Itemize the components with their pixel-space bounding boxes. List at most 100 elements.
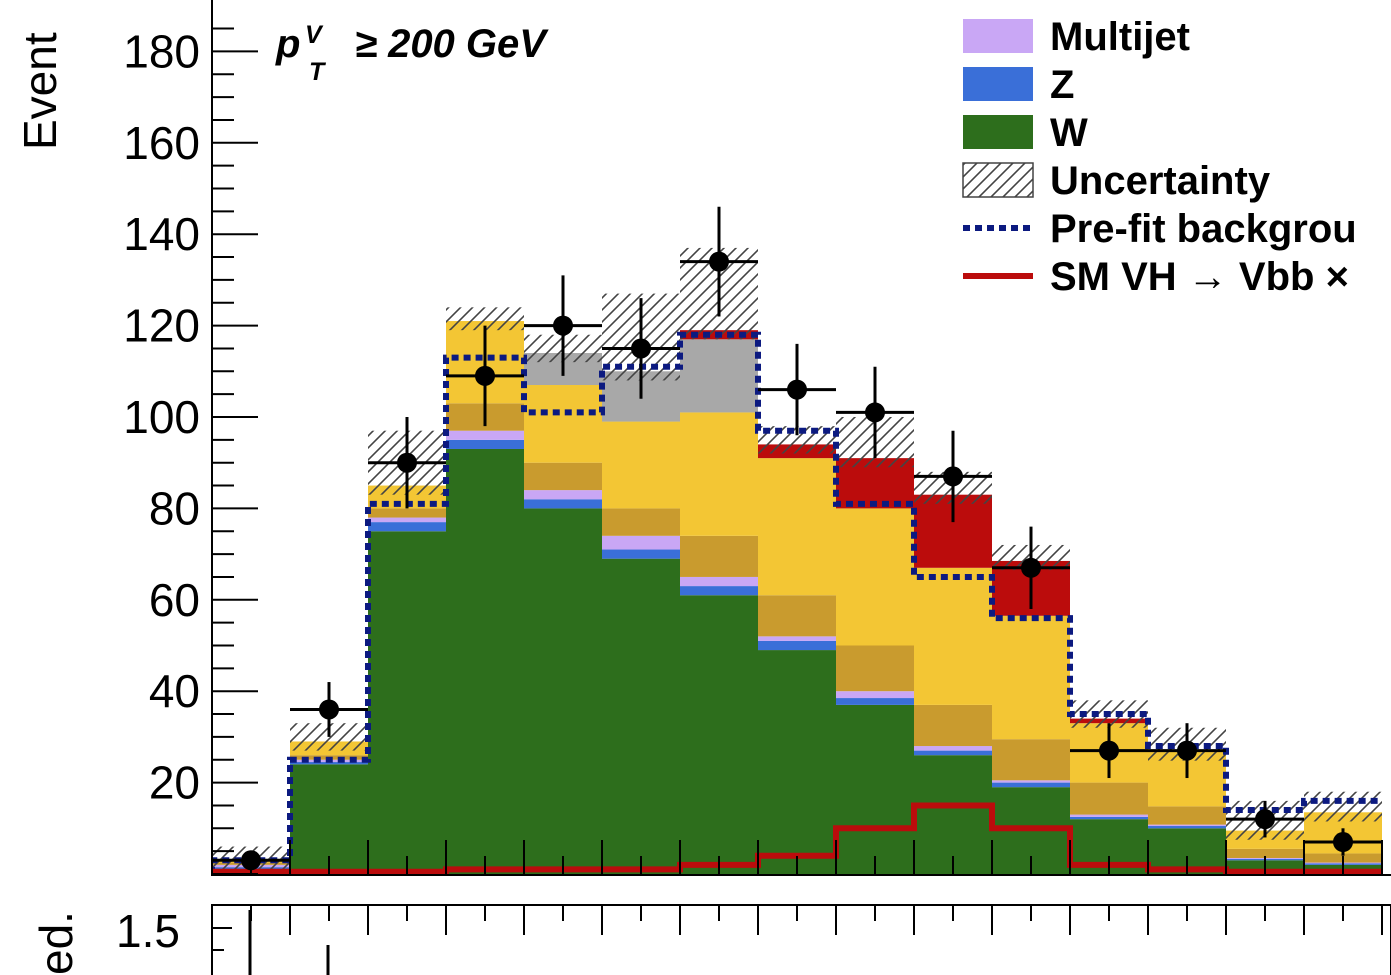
ratio-panel: 1.5 ed. xyxy=(30,904,1391,975)
y-axis-title: Event xyxy=(14,32,66,150)
stack-bar xyxy=(368,522,446,532)
data-point xyxy=(1070,723,1148,779)
stack-bar xyxy=(992,780,1070,783)
stack-bar xyxy=(524,385,602,463)
y-axis: 20 40 60 80 100 120 140 160 180 xyxy=(123,0,1391,876)
stack-bar xyxy=(1226,848,1304,859)
cut-label-rest: ≥ 200 GeV xyxy=(355,22,549,66)
legend-label: Pre-fit backgrou xyxy=(1050,207,1357,251)
stack-bar xyxy=(446,439,524,449)
stack-bar xyxy=(836,645,914,692)
stack-bar xyxy=(680,412,758,536)
legend-entry: Pre-fit backgrou xyxy=(963,207,1357,251)
stack-bar xyxy=(1070,816,1148,820)
stack-bar xyxy=(602,535,680,550)
stack-bar xyxy=(368,508,446,518)
ratio-frame xyxy=(211,904,1391,975)
cut-label: p V T ≥ 200 GeV xyxy=(275,21,549,86)
y-tick-label: 100 xyxy=(123,391,200,443)
stack-bar xyxy=(524,499,602,509)
y-tick-label: 80 xyxy=(149,482,200,534)
legend-entry: W xyxy=(963,111,1088,155)
stack-bar xyxy=(1148,824,1226,827)
y-tick-label: 40 xyxy=(149,665,200,717)
stack-bar xyxy=(290,762,368,765)
y-tick-label: 60 xyxy=(149,574,200,626)
stack-bar xyxy=(758,650,836,874)
stack-bar xyxy=(836,698,914,705)
stack-bar xyxy=(602,421,680,509)
data-point xyxy=(1148,723,1226,779)
data-point xyxy=(1226,800,1304,838)
stack-bar xyxy=(368,517,446,523)
stack-bar xyxy=(524,508,602,874)
stack-bar xyxy=(758,595,836,637)
legend-swatch xyxy=(963,19,1033,53)
stack-bar xyxy=(914,755,992,874)
cut-label-sub: T xyxy=(309,58,327,86)
ratio-x-ticks xyxy=(211,905,1383,935)
legend-swatch xyxy=(962,162,1034,198)
legend-swatch xyxy=(963,67,1033,101)
y-tick-label: 180 xyxy=(123,25,200,77)
prefit-background-step xyxy=(212,331,1382,874)
stack-bar xyxy=(758,458,836,596)
stack-bar xyxy=(446,448,524,874)
stack-bar xyxy=(368,531,446,874)
stack-bar xyxy=(602,549,680,559)
y-tick-label: 20 xyxy=(149,757,200,809)
stack-bar xyxy=(914,750,992,756)
uncertainty-bar xyxy=(446,307,524,331)
data-point xyxy=(758,343,836,436)
stack-bar xyxy=(290,764,368,874)
data-point xyxy=(290,682,368,737)
stack-bar xyxy=(1148,826,1226,829)
stack-bar xyxy=(836,691,914,699)
legend-label: SM VH → Vbb × xyxy=(1050,255,1349,299)
stack-bar xyxy=(758,640,836,651)
stack-bar xyxy=(680,595,758,874)
stack-bar xyxy=(680,535,758,577)
data-point xyxy=(914,430,992,523)
data-point xyxy=(680,206,758,317)
stack-bar xyxy=(914,704,992,747)
stack-bar xyxy=(1070,782,1148,815)
legend-label: Z xyxy=(1050,63,1074,107)
stack-bar xyxy=(914,746,992,751)
y-tick-label: 120 xyxy=(123,300,200,352)
data-point xyxy=(446,325,524,427)
data-point xyxy=(1304,828,1382,856)
legend-entry: Uncertainty xyxy=(962,159,1271,203)
stack-bar xyxy=(992,615,1070,740)
data-points xyxy=(212,206,1382,871)
uncertainty-bar xyxy=(1304,791,1382,822)
y-tick-label: 160 xyxy=(123,117,200,169)
stack-bar xyxy=(524,490,602,500)
prefit-background-line xyxy=(212,331,1382,874)
data-point xyxy=(602,298,680,399)
y-tick-label: 140 xyxy=(123,208,200,260)
legend-label: Uncertainty xyxy=(1050,159,1271,203)
legend-entry: Z xyxy=(963,63,1074,107)
stack-bar xyxy=(680,576,758,587)
legend-swatch xyxy=(963,115,1033,149)
stack-bar xyxy=(758,636,836,641)
stack-bar xyxy=(680,586,758,596)
cut-label-sup: V xyxy=(305,21,324,49)
ratio-tick-label: 1.5 xyxy=(116,905,180,957)
stack-bar xyxy=(914,567,992,705)
stack-bar xyxy=(602,508,680,536)
stack-bar xyxy=(680,339,758,413)
stack-bar xyxy=(602,558,680,874)
stack-bar xyxy=(446,430,524,440)
legend-entry: Multijet xyxy=(963,15,1190,59)
stack-bar xyxy=(1148,806,1226,825)
stack-bar xyxy=(992,782,1070,788)
stack-bar xyxy=(1070,814,1148,817)
data-point xyxy=(524,275,602,376)
cut-label-prefix: p xyxy=(275,22,300,66)
legend-label: Multijet xyxy=(1050,15,1190,59)
legend-entry: SM VH → Vbb × xyxy=(963,255,1349,299)
